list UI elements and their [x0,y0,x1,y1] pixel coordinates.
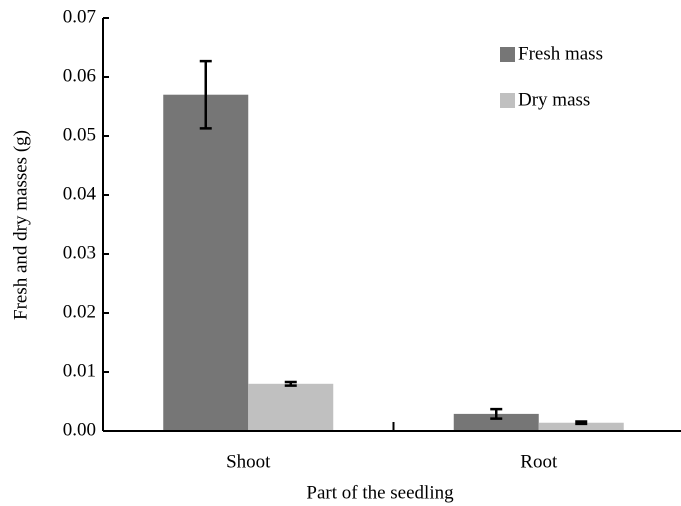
error-bar [199,59,212,130]
error-bar [284,380,297,387]
y-tick-label: 0.01 [63,360,96,381]
legend-label: Fresh mass [518,43,603,64]
y-tick-label: 0.02 [63,301,96,322]
x-axis-label: Part of the seedling [306,482,454,503]
y-tick-label: 0.00 [63,419,96,440]
y-tick-label: 0.06 [63,65,96,86]
bar [538,422,624,431]
bar [453,413,539,431]
legend-label: Dry mass [518,89,590,110]
bar [163,94,249,431]
x-tick-label: Root [520,451,558,472]
error-bar [490,407,503,420]
y-axis-label: Fresh and dry masses (g) [10,130,31,320]
bar [248,383,334,431]
x-tick-label: Shoot [226,451,271,472]
error-bar [575,420,588,426]
y-tick-label: 0.03 [63,242,96,263]
y-tick-label: 0.07 [63,6,96,27]
y-tick-label: 0.05 [63,124,96,145]
legend-swatch [500,93,515,108]
y-tick-label: 0.04 [63,183,97,204]
legend-swatch [500,47,515,62]
